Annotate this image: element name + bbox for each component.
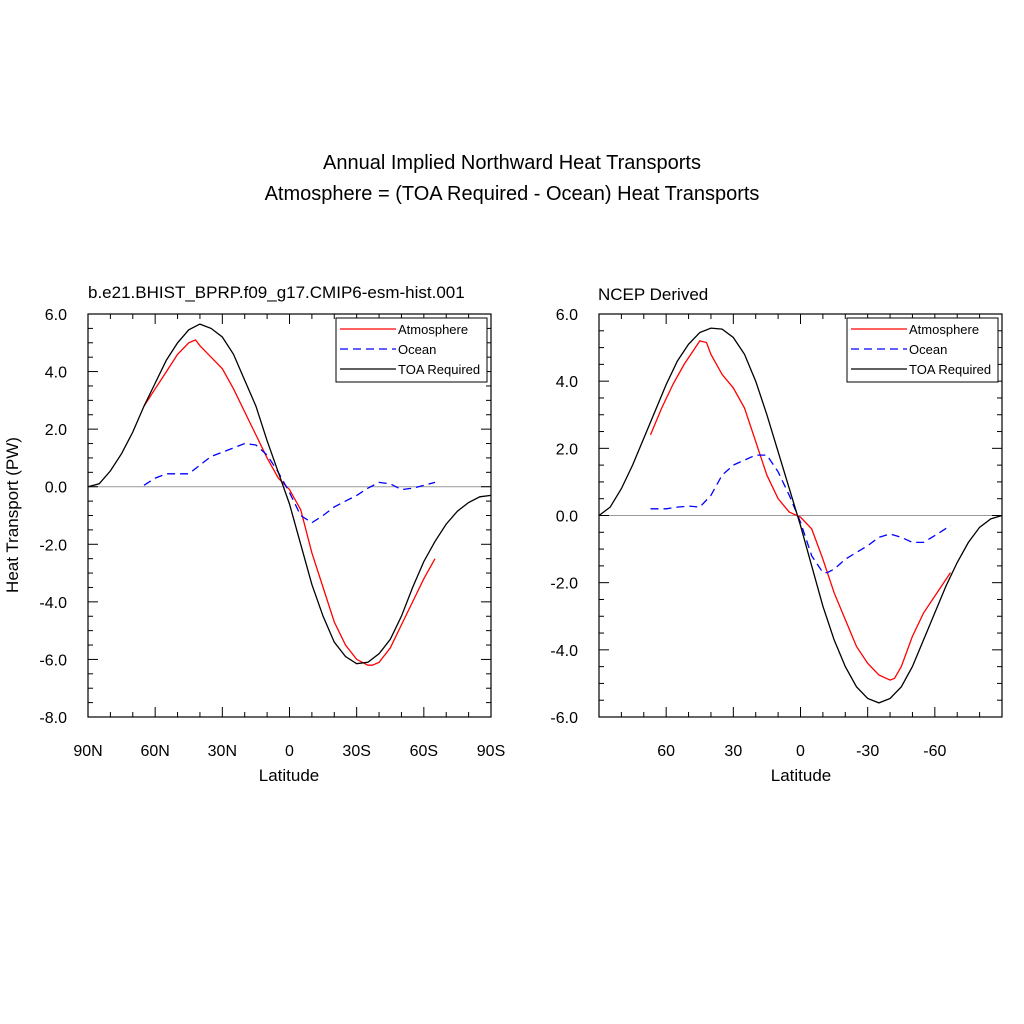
series-line-atmosphere bbox=[649, 340, 952, 681]
x-axis-label: Latitude bbox=[259, 766, 320, 785]
y-tick-label: -8.0 bbox=[39, 710, 67, 727]
panel-ncep: NCEP Derived Latitude 6.0 4.0 2.0 0.0 -2.0 -4… bbox=[550, 285, 1003, 785]
x-tick-label: 60S bbox=[410, 743, 438, 760]
series-line-atmosphere bbox=[143, 339, 436, 666]
legend-label-ocean: Ocean bbox=[398, 342, 436, 357]
y-tick-label: 4.0 bbox=[556, 374, 578, 391]
y-tick-label: 6.0 bbox=[556, 307, 578, 324]
x-tick-label: 0 bbox=[796, 743, 805, 760]
y-tick-label: 2.0 bbox=[45, 422, 67, 439]
x-tick-label: 60N bbox=[140, 743, 169, 760]
y-tick-label: 2.0 bbox=[556, 441, 578, 458]
y-tick-label: -6.0 bbox=[39, 652, 67, 669]
x-tick-label: 60 bbox=[657, 743, 675, 760]
panel-cesm: b.e21.BHIST_BPRP.f09_g17.CMIP6-esm-hist.… bbox=[3, 283, 505, 785]
y-tick-label: -2.0 bbox=[39, 537, 67, 554]
series-line-toa-required bbox=[598, 327, 1003, 704]
legend-label-toa-required: TOA Required bbox=[398, 362, 480, 377]
series-line-toa-required bbox=[87, 323, 492, 665]
x-tick-label: -30 bbox=[856, 743, 879, 760]
y-tick-label: -4.0 bbox=[550, 643, 578, 660]
panel-title: NCEP Derived bbox=[598, 285, 708, 304]
y-tick-label: -4.0 bbox=[39, 595, 67, 612]
y-tick-label: 0.0 bbox=[556, 509, 578, 526]
x-tick-label: 30N bbox=[208, 743, 237, 760]
x-tick-label: 90N bbox=[73, 743, 102, 760]
figure-title-line-2: Atmosphere = (TOA Required - Ocean) Heat… bbox=[265, 183, 760, 205]
y-tick-label: 0.0 bbox=[45, 480, 67, 497]
legend-label-toa-required: TOA Required bbox=[909, 362, 991, 377]
legend-label-atmosphere: Atmosphere bbox=[398, 322, 468, 337]
x-tick-label: 30S bbox=[342, 743, 370, 760]
x-tick-label: 0 bbox=[285, 743, 294, 760]
series-line-ocean bbox=[650, 454, 951, 574]
plot-frame bbox=[598, 313, 1003, 718]
legend-label-atmosphere: Atmosphere bbox=[909, 322, 979, 337]
series-line-ocean bbox=[143, 442, 436, 524]
plot-frame bbox=[87, 313, 492, 718]
x-tick-label: 30 bbox=[724, 743, 742, 760]
x-tick-label: 90S bbox=[477, 743, 505, 760]
y-tick-label: -2.0 bbox=[550, 576, 578, 593]
figure-title-line-1: Annual Implied Northward Heat Transports bbox=[323, 152, 701, 174]
y-tick-label: -6.0 bbox=[550, 710, 578, 727]
y-tick-label: 6.0 bbox=[45, 307, 67, 324]
y-tick-label: 4.0 bbox=[45, 365, 67, 382]
y-axis-label: Heat Transport (PW) bbox=[3, 437, 22, 593]
panel-title: b.e21.BHIST_BPRP.f09_g17.CMIP6-esm-hist.… bbox=[88, 283, 465, 302]
legend-label-ocean: Ocean bbox=[909, 342, 947, 357]
x-tick-label: -60 bbox=[923, 743, 946, 760]
x-axis-label: Latitude bbox=[771, 766, 832, 785]
